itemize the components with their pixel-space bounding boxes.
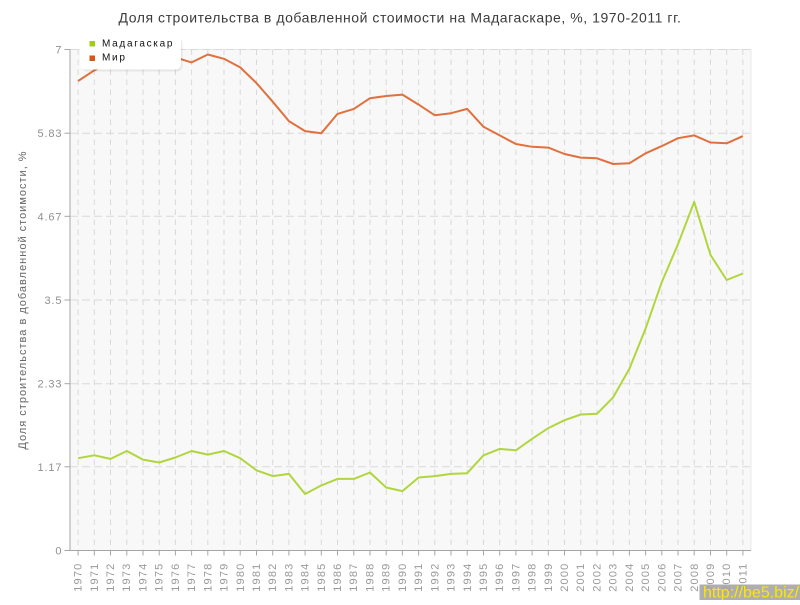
- svg-text:Мадагаскар: Мадагаскар: [102, 38, 174, 49]
- svg-text:Доля строительства в добавленн: Доля строительства в добавленной стоимос…: [17, 150, 29, 449]
- svg-text:1984: 1984: [300, 563, 312, 592]
- svg-text:0: 0: [55, 546, 62, 558]
- svg-text:2002: 2002: [592, 563, 604, 592]
- svg-text:1996: 1996: [494, 563, 506, 592]
- svg-text:1970: 1970: [73, 563, 85, 592]
- svg-text:1986: 1986: [332, 563, 344, 592]
- svg-text:4.67: 4.67: [37, 211, 62, 223]
- svg-text:2001: 2001: [575, 563, 587, 592]
- svg-text:1974: 1974: [138, 563, 150, 592]
- svg-text:2004: 2004: [624, 563, 636, 592]
- svg-text:1995: 1995: [478, 563, 490, 592]
- svg-text:3.5: 3.5: [44, 295, 62, 307]
- svg-text:1994: 1994: [462, 563, 474, 592]
- svg-text:2003: 2003: [608, 563, 620, 592]
- svg-text:1973: 1973: [121, 563, 133, 592]
- svg-text:2000: 2000: [559, 563, 571, 592]
- svg-text:1985: 1985: [316, 563, 328, 592]
- svg-text:2008: 2008: [689, 563, 701, 592]
- svg-text:1992: 1992: [429, 563, 441, 592]
- svg-text:1987: 1987: [348, 563, 360, 592]
- svg-text:1981: 1981: [251, 563, 263, 592]
- svg-text:Доля строительства в добавленн: Доля строительства в добавленной стоимос…: [119, 10, 682, 26]
- svg-text:1978: 1978: [202, 563, 214, 592]
- svg-text:1988: 1988: [365, 563, 377, 592]
- svg-text:2005: 2005: [640, 563, 652, 592]
- svg-text:1998: 1998: [527, 563, 539, 592]
- svg-text:1.17: 1.17: [37, 462, 62, 474]
- svg-text:1972: 1972: [105, 563, 117, 592]
- svg-text:1997: 1997: [510, 563, 522, 592]
- svg-text:7: 7: [55, 45, 62, 57]
- svg-text:2.33: 2.33: [37, 379, 62, 391]
- svg-text:1971: 1971: [89, 563, 101, 592]
- svg-text:2006: 2006: [656, 563, 668, 592]
- svg-text:1977: 1977: [186, 563, 198, 592]
- svg-text:1975: 1975: [154, 563, 166, 592]
- svg-text:1983: 1983: [283, 563, 295, 592]
- svg-text:1993: 1993: [446, 563, 458, 592]
- svg-text:http://be5.biz/: http://be5.biz/: [703, 585, 800, 601]
- svg-text:1980: 1980: [235, 563, 247, 592]
- svg-text:1989: 1989: [381, 563, 393, 592]
- svg-text:1990: 1990: [397, 563, 409, 592]
- svg-text:1991: 1991: [413, 563, 425, 592]
- svg-text:5.83: 5.83: [37, 128, 62, 140]
- svg-text:2007: 2007: [673, 563, 685, 592]
- svg-text:1979: 1979: [219, 563, 231, 592]
- svg-text:1976: 1976: [170, 563, 182, 592]
- svg-text:1999: 1999: [543, 563, 555, 592]
- svg-text:1982: 1982: [267, 563, 279, 592]
- svg-text:Мир: Мир: [102, 53, 127, 64]
